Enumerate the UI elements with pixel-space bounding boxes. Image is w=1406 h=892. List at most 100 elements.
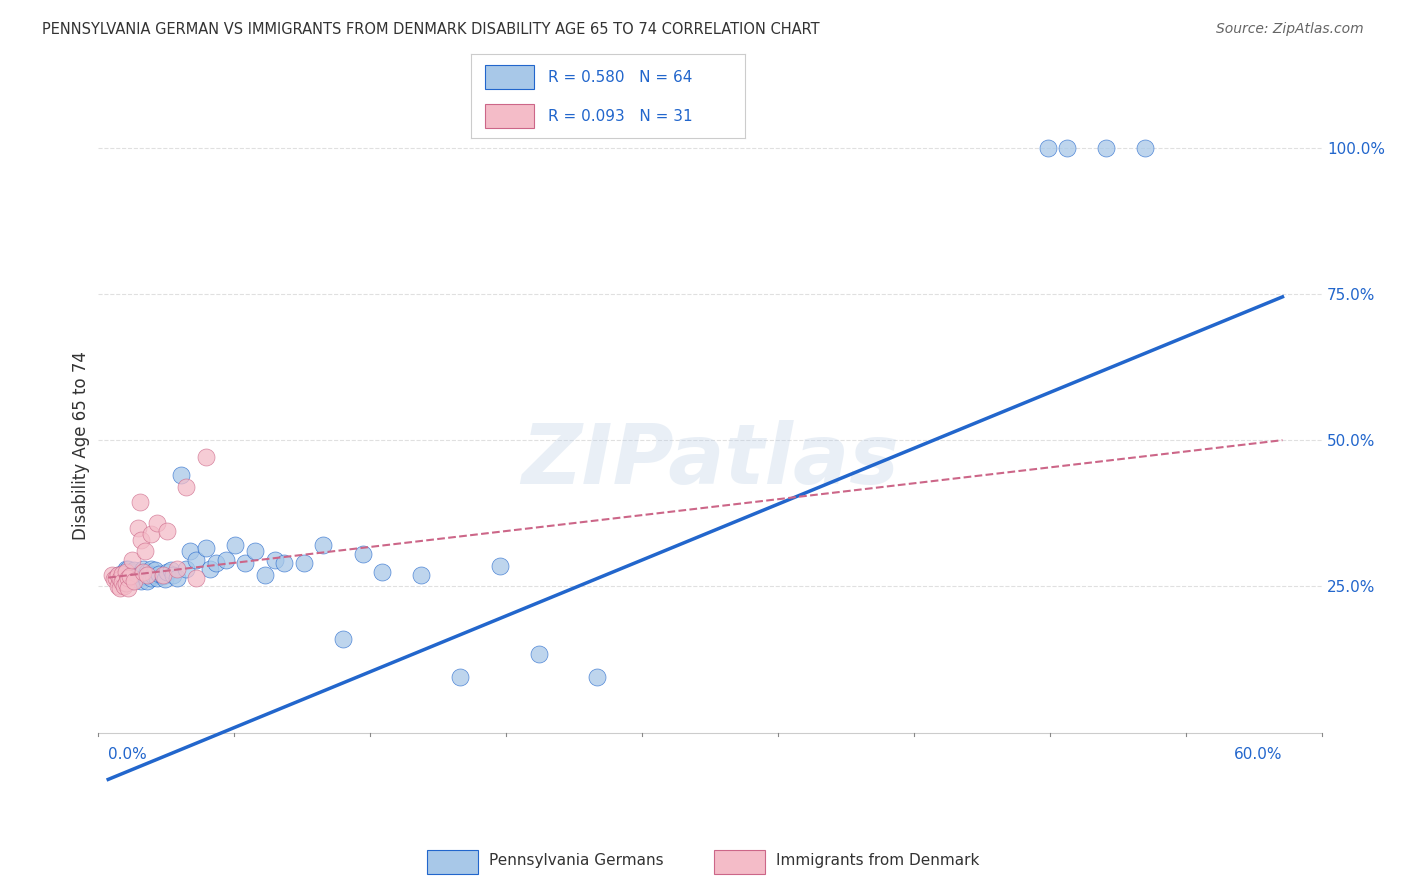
Point (488, 558, 510, 573)
Point (111, 566, 134, 581)
Point (148, 566, 170, 581)
Point (263, 553, 285, 567)
Point (136, 565, 159, 579)
Text: 0.0%: 0.0% (108, 747, 148, 763)
Point (450, 670, 472, 684)
Point (118, 569, 141, 583)
Point (176, 562, 198, 576)
FancyBboxPatch shape (485, 65, 534, 89)
Point (111, 574, 134, 589)
Point (312, 538, 335, 552)
Point (273, 556, 295, 570)
Point (112, 565, 135, 579)
Point (121, 566, 143, 581)
Point (132, 565, 155, 579)
Point (112, 579, 135, 593)
Point (586, 670, 609, 684)
Point (108, 573, 131, 587)
Point (128, 566, 150, 581)
Point (127, 567, 149, 582)
Point (224, 538, 246, 552)
Text: R = 0.580   N = 64: R = 0.580 N = 64 (548, 70, 692, 85)
Point (138, 566, 160, 581)
Point (132, 562, 155, 576)
Point (105, 571, 128, 585)
Point (233, 556, 256, 570)
Point (134, 569, 156, 583)
Point (141, 526, 163, 541)
Point (107, 567, 129, 582)
Point (253, 567, 276, 582)
Point (127, 569, 149, 583)
Point (160, 563, 183, 577)
Point (1036, 141, 1059, 155)
Point (169, 468, 191, 483)
Text: PENNSYLVANIA GERMAN VS IMMIGRANTS FROM DENMARK DISABILITY AGE 65 TO 74 CORRELATI: PENNSYLVANIA GERMAN VS IMMIGRANTS FROM D… (42, 22, 820, 37)
Point (166, 562, 188, 576)
Point (131, 533, 153, 547)
Point (128, 571, 150, 585)
Point (243, 544, 266, 558)
Point (127, 521, 149, 535)
Point (205, 556, 228, 570)
Point (117, 567, 139, 582)
Point (101, 567, 124, 582)
Point (352, 547, 374, 561)
Point (118, 569, 141, 583)
Point (121, 574, 143, 588)
Point (122, 574, 145, 588)
Text: 60.0%: 60.0% (1234, 747, 1282, 763)
FancyBboxPatch shape (485, 104, 534, 128)
Point (141, 562, 163, 576)
Point (114, 562, 136, 576)
Point (186, 553, 208, 567)
Point (195, 450, 218, 464)
Point (141, 571, 163, 585)
Text: Immigrants from Denmark: Immigrants from Denmark (776, 854, 980, 868)
Point (121, 553, 143, 567)
Point (195, 541, 218, 556)
Point (131, 574, 153, 588)
Point (166, 571, 188, 585)
Point (156, 524, 179, 538)
Point (1056, 141, 1078, 155)
Point (179, 544, 201, 558)
Point (114, 576, 136, 591)
Point (332, 632, 354, 646)
Point (152, 569, 174, 583)
Point (156, 565, 179, 579)
Text: Pennsylvania Germans: Pennsylvania Germans (489, 854, 664, 868)
Point (176, 480, 198, 494)
Point (132, 565, 155, 579)
Point (117, 581, 139, 595)
Point (292, 556, 315, 570)
Point (117, 571, 139, 585)
Point (117, 571, 139, 585)
Point (122, 563, 145, 577)
Point (146, 571, 169, 585)
Point (146, 516, 169, 531)
Text: Source: ZipAtlas.com: Source: ZipAtlas.com (1216, 22, 1364, 37)
Point (134, 544, 156, 558)
Point (186, 571, 208, 585)
Point (107, 579, 129, 593)
Point (103, 573, 125, 587)
Text: R = 0.093   N = 31: R = 0.093 N = 31 (548, 109, 692, 124)
Text: ZIPatlas: ZIPatlas (522, 420, 898, 500)
Point (527, 647, 550, 661)
Point (143, 563, 166, 577)
FancyBboxPatch shape (714, 849, 765, 874)
Point (411, 567, 433, 582)
Point (142, 567, 165, 582)
Point (152, 567, 174, 582)
Point (111, 571, 134, 585)
Point (107, 567, 129, 582)
Point (214, 553, 236, 567)
Y-axis label: Disability Age 65 to 74: Disability Age 65 to 74 (72, 351, 90, 541)
Point (128, 494, 150, 508)
Point (1095, 141, 1118, 155)
Point (162, 567, 184, 582)
Point (371, 565, 394, 579)
Point (1135, 141, 1157, 155)
Point (136, 567, 159, 582)
